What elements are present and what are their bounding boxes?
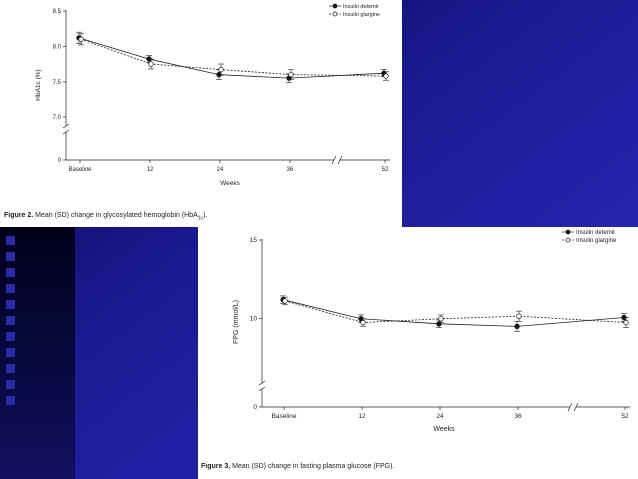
x-tick-label: 12: [147, 167, 154, 173]
data-point: [623, 319, 629, 326]
legend-marker: [565, 237, 571, 243]
y-tick-label: 0: [253, 404, 257, 411]
series-insulin-glargine: [78, 33, 389, 81]
y-tick-label: 7.5: [53, 80, 62, 86]
legend-label: Insulin detemir: [576, 230, 615, 236]
y-axis-break-mark: [62, 129, 70, 135]
series-insulin-glargine: [282, 296, 629, 328]
data-point: [438, 316, 444, 322]
y-tick-label: 7.0: [53, 115, 62, 121]
data-point: [514, 323, 520, 330]
legend-label: Insulin glargine: [343, 12, 380, 18]
figure-3-panel: 0 10 15 Baseline 12 24 36 52 Weeks FPG (mmol/L) In…: [198, 227, 638, 479]
legend-marker: [332, 3, 338, 9]
legend-marker: [565, 229, 571, 235]
figure-3-text: Mean (SD) change in fasting plasma gluco…: [232, 463, 395, 470]
hba1c-chart: 0 7.0 7.5 8.0 8.5 Baseline 12 24 36 52 Weeks HbA1c …: [35, 3, 390, 187]
figure-2-panel: 0 7.0 7.5 8.0 8.5 Baseline 12 24 36 52 Weeks HbA1c …: [0, 0, 402, 227]
data-point: [383, 73, 389, 79]
data-point: [516, 313, 522, 319]
y-axis-break-mark: [62, 123, 70, 129]
series-insulin-detemir: [280, 295, 627, 332]
chart-legend: Insulin detemir Insulin glargine: [562, 229, 617, 244]
y-axis-label: HbA1c (%): [35, 69, 42, 100]
figure-2-text: Mean (SD) change in glycosylated hemoglo…: [35, 212, 198, 219]
y-tick-label: 0: [58, 158, 62, 164]
fpg-chart: 0 10 15 Baseline 12 24 36 52 Weeks FPG (mmol/L) In…: [233, 229, 630, 433]
y-tick-label: 8.0: [53, 45, 62, 51]
y-tick-label: 10: [250, 316, 258, 323]
y-tick-label: 15: [250, 237, 258, 244]
x-tick-label: 36: [287, 167, 294, 173]
legend-label: Insulin detemir: [343, 4, 379, 10]
chart-1-group: 0 10 15 Baseline 12 24 36 52 Weeks FPG (mmol/L) In…: [233, 229, 630, 433]
data-point: [436, 321, 442, 327]
data-point: [282, 298, 288, 304]
x-axis-label: Weeks: [433, 426, 455, 433]
x-axis-break-mark: [567, 402, 573, 412]
data-point: [148, 61, 154, 67]
chart-legend: Insulin detemir Insulin glargine: [329, 3, 380, 18]
x-tick-label: 52: [382, 167, 389, 173]
y-axis-label: FPG (mmol/L): [233, 300, 240, 344]
series-line: [78, 37, 385, 79]
y-axis-break-mark: [258, 386, 266, 392]
data-point: [78, 36, 84, 42]
figure-2-caption: Figure 2. Mean (SD) change in glycosylat…: [4, 212, 207, 221]
x-axis-break-mark: [331, 155, 337, 165]
x-tick-label: 12: [358, 413, 366, 420]
x-tick-label: 24: [217, 167, 224, 173]
x-axis-break-mark: [337, 155, 343, 165]
series-insulin-detemir: [76, 31, 387, 83]
x-tick-label: 52: [621, 413, 629, 420]
figure-3-caption: Figure 3. Mean (SD) change in fasting pl…: [201, 463, 394, 470]
series-line: [80, 38, 387, 77]
series-line: [282, 299, 625, 327]
x-axis-label: Weeks: [220, 180, 240, 187]
figure-2-subscript: 1c: [197, 215, 204, 222]
x-tick-label: Baseline: [272, 413, 297, 420]
y-tick-label: 8.5: [53, 9, 62, 15]
x-axis-break-mark: [573, 402, 579, 412]
legend-marker: [332, 11, 338, 17]
y-axis-break-mark: [258, 380, 266, 386]
x-tick-label: Baseline: [68, 167, 92, 173]
data-point: [216, 71, 222, 78]
data-point: [288, 71, 294, 78]
figure-2-label: Figure 2.: [4, 212, 34, 219]
chart-0-group: 0 7.0 7.5 8.0 8.5 Baseline 12 24 36 52 Weeks HbA1c …: [35, 3, 390, 187]
x-tick-label: 24: [436, 413, 444, 420]
legend-label: Insulin glargine: [576, 238, 617, 244]
series-line: [284, 300, 627, 323]
data-point: [218, 67, 224, 73]
figure-2-end: ).: [203, 212, 208, 219]
x-tick-label: 36: [514, 413, 522, 420]
figure-3-label: Figure 3.: [201, 463, 231, 470]
data-point: [360, 319, 366, 326]
